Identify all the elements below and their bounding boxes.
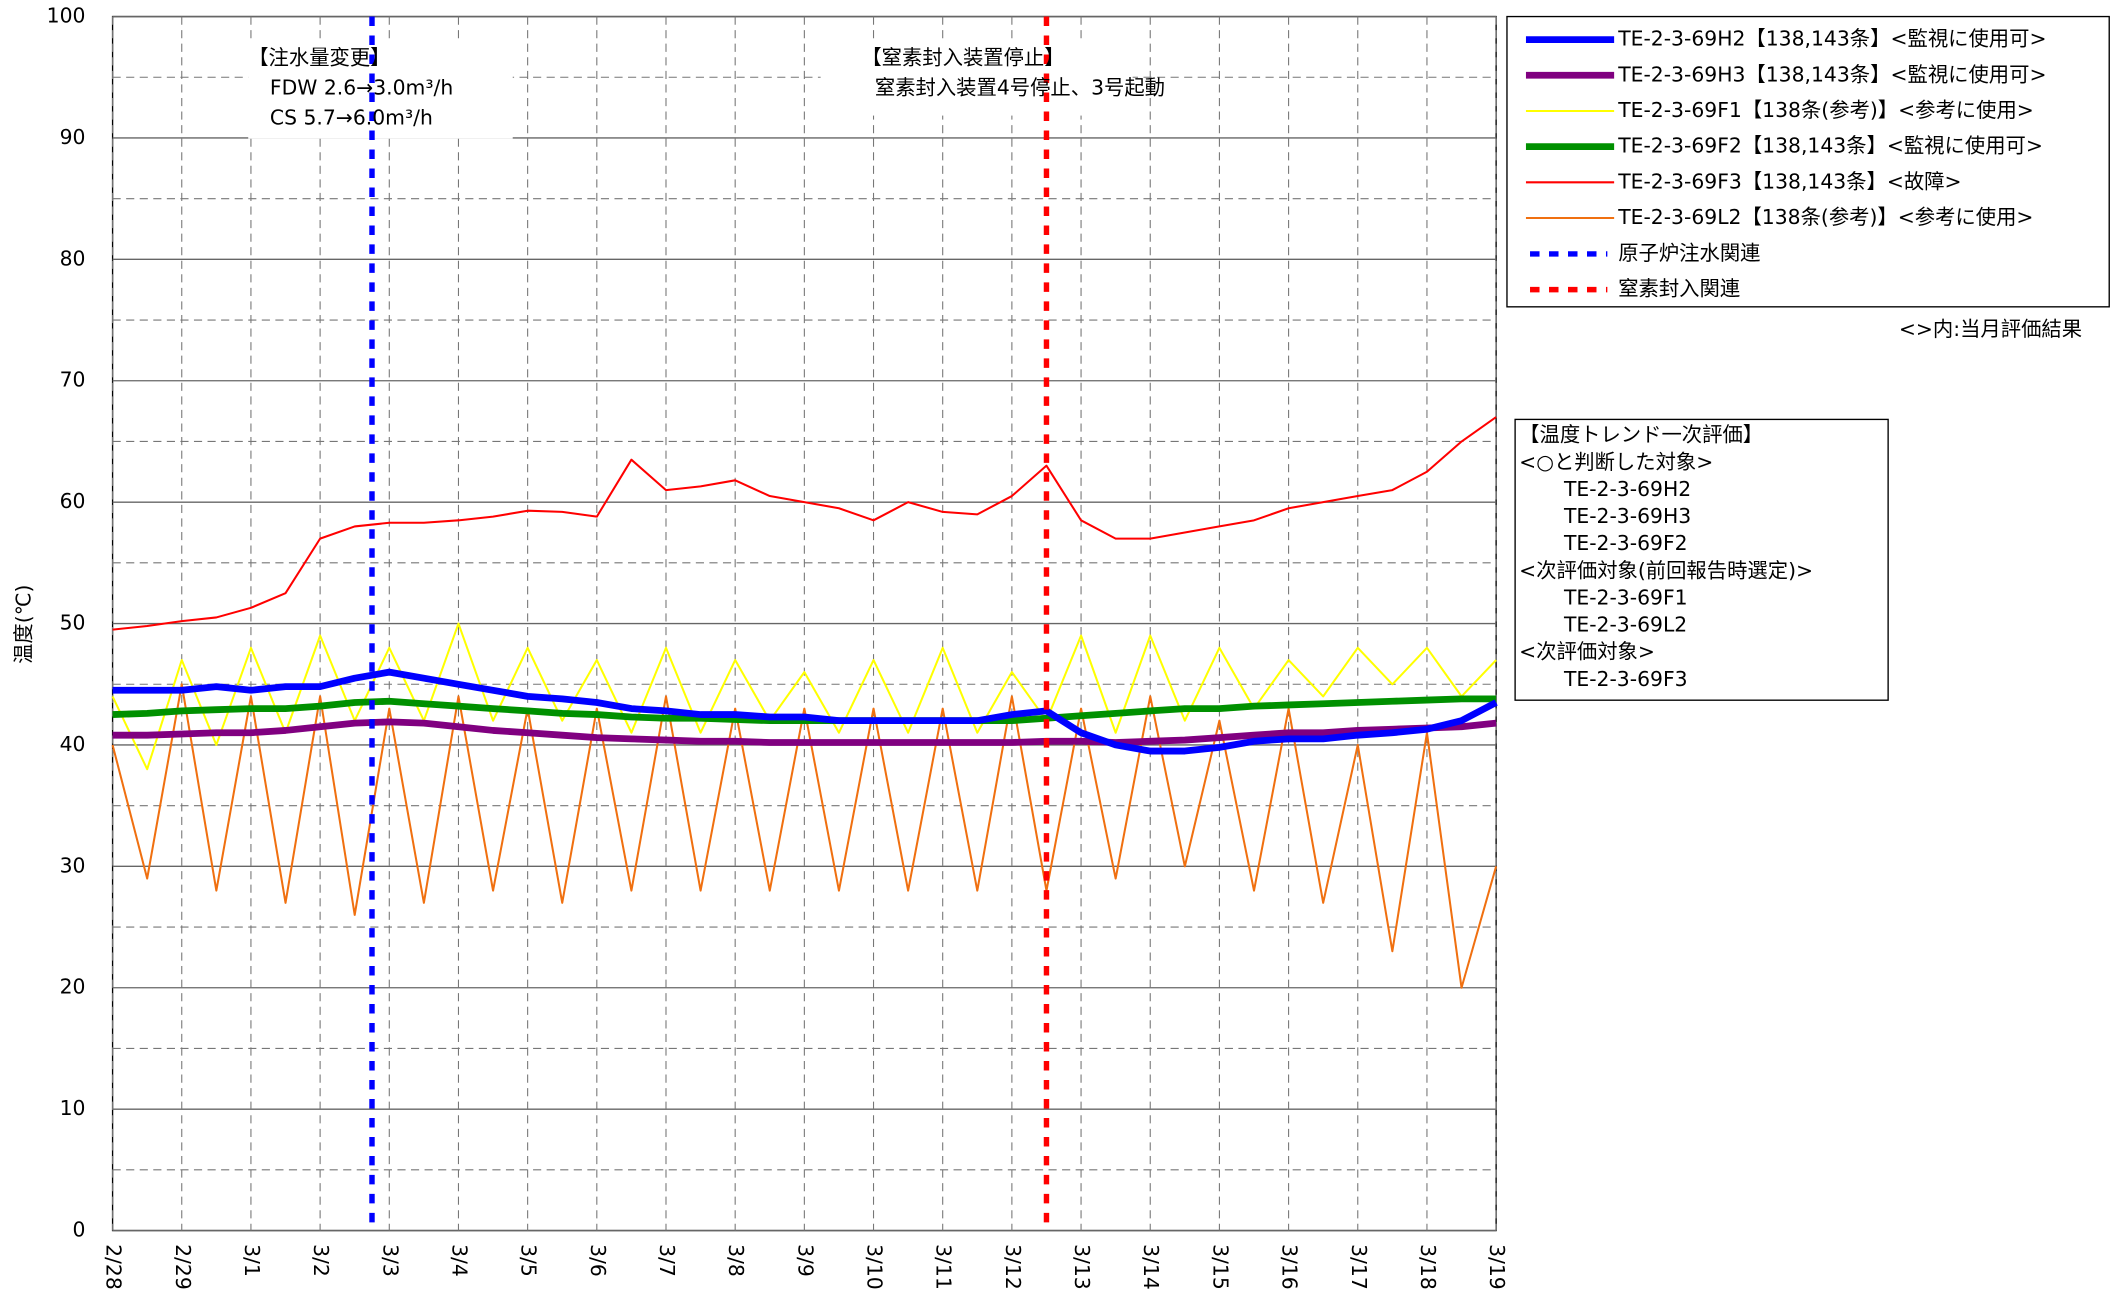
legend-label: TE-2-3-69F3【138,143条】<故障> <box>1617 169 1961 193</box>
x-tick-label: 3/19 <box>1485 1244 1509 1290</box>
x-tick-label: 3/18 <box>1416 1244 1440 1290</box>
y-tick-label: 100 <box>47 4 86 28</box>
x-tick-label: 3/1 <box>240 1244 264 1277</box>
annotation-text: 【窒素封入装置停止】 <box>861 46 1064 70</box>
eval-title: 【温度トレンド一次評価】 <box>1519 423 1763 447</box>
annotation-text: CS 5.7→6.0m³/h <box>270 105 433 129</box>
y-tick-label: 30 <box>60 853 86 877</box>
series-line <box>112 668 1498 755</box>
x-tick-label: 3/17 <box>1347 1244 1371 1290</box>
eval-item: TE-2-3-69F2 <box>1563 531 1688 555</box>
eval-heading: <次評価対象> <box>1519 640 1655 664</box>
annotation-text: 窒素封入装置4号停止、3号起動 <box>875 75 1165 99</box>
annotation-text: FDW 2.6→3.0m³/h <box>270 75 453 99</box>
legend-label: TE-2-3-69H3【138,143条】<監視に使用可> <box>1617 62 2046 86</box>
x-tick-label: 3/14 <box>1139 1244 1163 1290</box>
annotation-bg <box>820 40 1133 116</box>
x-tick-label: 3/15 <box>1208 1244 1232 1290</box>
x-tick-label: 3/10 <box>863 1244 887 1290</box>
eval-item: TE-2-3-69H3 <box>1563 504 1691 528</box>
annotation-text: 【注水量変更】 <box>248 46 390 70</box>
y-axis-label: 温度(℃) <box>11 585 35 664</box>
x-tick-label: 2/28 <box>102 1244 126 1290</box>
series-line <box>111 683 1498 989</box>
y-tick-label: 10 <box>60 1096 86 1120</box>
legend-label: TE-2-3-69L2【138条(参考)】<参考に使用> <box>1617 205 2033 229</box>
x-tick-label: 3/9 <box>793 1244 817 1277</box>
eval-heading: <○と判断した対象> <box>1519 450 1713 474</box>
legend-label: TE-2-3-69H2【138,143条】<監視に使用可> <box>1617 27 2046 51</box>
eval-item: TE-2-3-69F1 <box>1563 585 1688 609</box>
x-tick-label: 3/12 <box>1001 1244 1025 1290</box>
y-tick-label: 0 <box>73 1218 86 1242</box>
y-tick-label: 90 <box>60 125 86 149</box>
legend-note: <>内:当月評価結果 <box>1899 317 2082 341</box>
eval-item: TE-2-3-69F3 <box>1563 667 1688 691</box>
x-tick-label: 3/6 <box>586 1244 610 1277</box>
x-tick-label: 3/16 <box>1278 1244 1302 1290</box>
x-tick-label: 3/13 <box>1070 1244 1094 1290</box>
y-tick-label: 70 <box>60 368 86 392</box>
annotation-bg <box>248 40 513 139</box>
x-tick-label: 3/3 <box>378 1244 402 1277</box>
eval-item: TE-2-3-69L2 <box>1563 613 1687 637</box>
eval-box <box>1514 418 1889 701</box>
y-tick-label: 20 <box>60 975 86 999</box>
legend-label: TE-2-3-69F2【138,143条】<監視に使用可> <box>1617 134 2043 158</box>
x-tick-label: 2/29 <box>171 1244 195 1290</box>
legend-label: 原子炉注水関連 <box>1618 241 1760 265</box>
y-tick-label: 40 <box>60 732 86 756</box>
legend-label: 窒素封入関連 <box>1618 277 1740 301</box>
y-tick-label: 60 <box>60 489 86 513</box>
series-line <box>112 695 1497 725</box>
series-line <box>112 416 1497 631</box>
eval-item: TE-2-3-69H2 <box>1563 477 1691 501</box>
x-tick-label: 3/11 <box>932 1244 956 1290</box>
series-line <box>111 622 1497 771</box>
legend-label: TE-2-3-69F1【138条(参考)】<参考に使用> <box>1617 98 2034 122</box>
legend-box <box>1506 15 2110 308</box>
y-tick-label: 50 <box>60 611 86 635</box>
x-tick-label: 3/8 <box>724 1244 748 1277</box>
x-tick-label: 3/7 <box>655 1244 679 1277</box>
x-tick-label: 3/2 <box>309 1244 333 1277</box>
y-tick-label: 80 <box>60 246 86 270</box>
eval-heading: <次評価対象(前回報告時選定)> <box>1519 558 1813 582</box>
x-tick-label: 3/5 <box>517 1244 541 1277</box>
series-line <box>112 718 1497 746</box>
x-tick-label: 3/4 <box>447 1244 471 1277</box>
